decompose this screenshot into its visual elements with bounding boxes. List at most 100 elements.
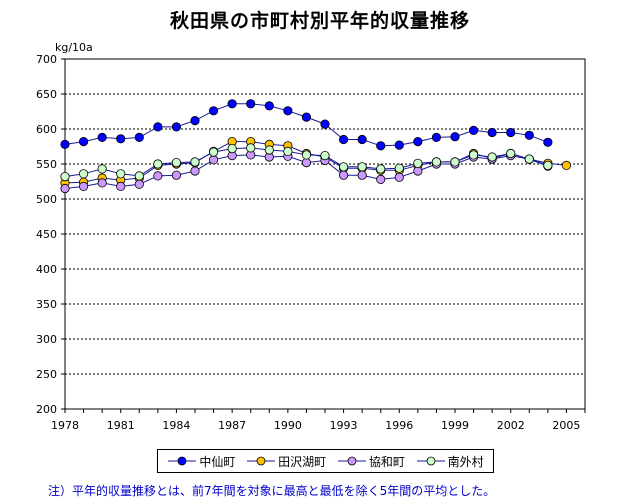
y-tick-label: 350 xyxy=(36,298,57,311)
data-point xyxy=(301,158,312,168)
data-point xyxy=(394,172,404,182)
y-tick-label: 700 xyxy=(36,53,57,66)
data-point xyxy=(283,106,293,116)
data-point xyxy=(246,99,256,109)
y-tick-label: 300 xyxy=(36,333,57,346)
data-point xyxy=(413,158,423,168)
data-point xyxy=(301,112,312,122)
x-tick-label: 1984 xyxy=(162,419,190,432)
data-point xyxy=(376,164,386,174)
data-point xyxy=(524,130,534,140)
series-0 xyxy=(60,99,553,151)
data-point xyxy=(468,125,479,135)
data-point xyxy=(97,164,107,174)
data-point xyxy=(171,122,182,132)
x-tick-label: 1996 xyxy=(385,419,413,432)
data-point xyxy=(134,132,144,142)
legend-swatch xyxy=(247,456,276,466)
data-point xyxy=(487,152,497,162)
legend-swatch xyxy=(168,456,197,466)
x-tick-label: 2002 xyxy=(497,419,525,432)
legend-label: 中仙町 xyxy=(199,454,236,469)
data-point xyxy=(171,170,182,180)
data-point xyxy=(116,134,126,144)
x-tick-label: 1978 xyxy=(51,419,79,432)
y-tick-label: 500 xyxy=(36,193,57,206)
x-tick-label: 1993 xyxy=(330,419,358,432)
data-point xyxy=(301,150,312,160)
line-chart: 200 250 300 350 400 450 500 550 600 650 700 1978 198… xyxy=(36,41,586,432)
data-point xyxy=(338,134,349,145)
x-tick-label: 1981 xyxy=(107,419,135,432)
data-point xyxy=(487,127,497,138)
data-point xyxy=(506,127,516,138)
legend-item: 中仙町 xyxy=(167,453,235,470)
data-point xyxy=(450,157,460,167)
data-point xyxy=(116,181,126,191)
data-point xyxy=(283,146,293,156)
data-point xyxy=(227,99,237,109)
data-point xyxy=(208,147,219,157)
data-point xyxy=(376,174,386,184)
data-point xyxy=(78,169,89,179)
y-tick-label: 550 xyxy=(36,158,57,171)
data-point xyxy=(134,179,144,189)
data-point xyxy=(357,134,367,145)
data-point xyxy=(190,157,200,167)
data-point xyxy=(190,166,200,176)
x-tick-label: 1990 xyxy=(274,419,302,432)
data-point xyxy=(394,140,404,150)
data-point xyxy=(153,159,163,169)
data-point xyxy=(190,116,200,126)
data-point xyxy=(431,157,442,167)
data-point xyxy=(468,150,479,160)
data-point xyxy=(506,148,516,159)
legend-label: 田沢湖町 xyxy=(278,454,327,469)
data-point xyxy=(134,171,144,181)
data-point xyxy=(264,145,274,155)
data-point xyxy=(394,163,404,173)
data-point xyxy=(450,132,460,142)
data-point xyxy=(78,181,89,191)
y-tick-label: 450 xyxy=(36,228,57,241)
data-point xyxy=(543,160,553,170)
data-point xyxy=(543,137,553,147)
data-point xyxy=(338,170,349,180)
data-point xyxy=(431,132,442,142)
data-point xyxy=(153,171,163,181)
data-point xyxy=(246,143,256,153)
data-point xyxy=(264,101,274,111)
data-point xyxy=(60,183,70,194)
data-point xyxy=(320,151,330,161)
data-point xyxy=(524,154,534,164)
y-axis-label: kg/10a xyxy=(55,41,93,54)
footnote: 注）平年的収量推移とは、前7年間を対象に最高と最低を除く5年間の平均とした。 xyxy=(48,484,496,498)
data-point xyxy=(357,170,367,180)
data-point xyxy=(171,158,182,168)
data-point xyxy=(60,172,70,182)
data-point xyxy=(208,106,219,116)
x-tick-label: 1987 xyxy=(218,419,246,432)
legend-swatch xyxy=(416,456,445,466)
data-point xyxy=(320,119,330,129)
data-point xyxy=(376,141,386,151)
data-point xyxy=(561,160,572,170)
data-point xyxy=(153,122,163,132)
y-tick-label: 200 xyxy=(36,403,57,416)
data-point xyxy=(60,139,70,149)
legend-item: 田沢湖町 xyxy=(246,453,326,470)
x-tick-label: 2005 xyxy=(552,419,580,432)
legend-label: 南外村 xyxy=(447,454,484,469)
series-3 xyxy=(60,143,553,182)
axes: 200 250 300 350 400 450 500 550 600 650 700 1978 198… xyxy=(36,53,586,432)
legend-label: 協和町 xyxy=(368,454,405,469)
data-point xyxy=(116,169,126,179)
data-point xyxy=(357,162,367,172)
legend: 中仙町 田沢湖町 協和町 南外村 xyxy=(157,449,494,473)
data-point xyxy=(97,132,107,142)
data-point xyxy=(208,155,219,165)
data-point xyxy=(413,137,423,147)
chart-title: 秋田県の市町村別平年的収量推移 xyxy=(169,10,470,32)
data-point xyxy=(97,178,107,188)
legend-item: 協和町 xyxy=(337,453,405,470)
